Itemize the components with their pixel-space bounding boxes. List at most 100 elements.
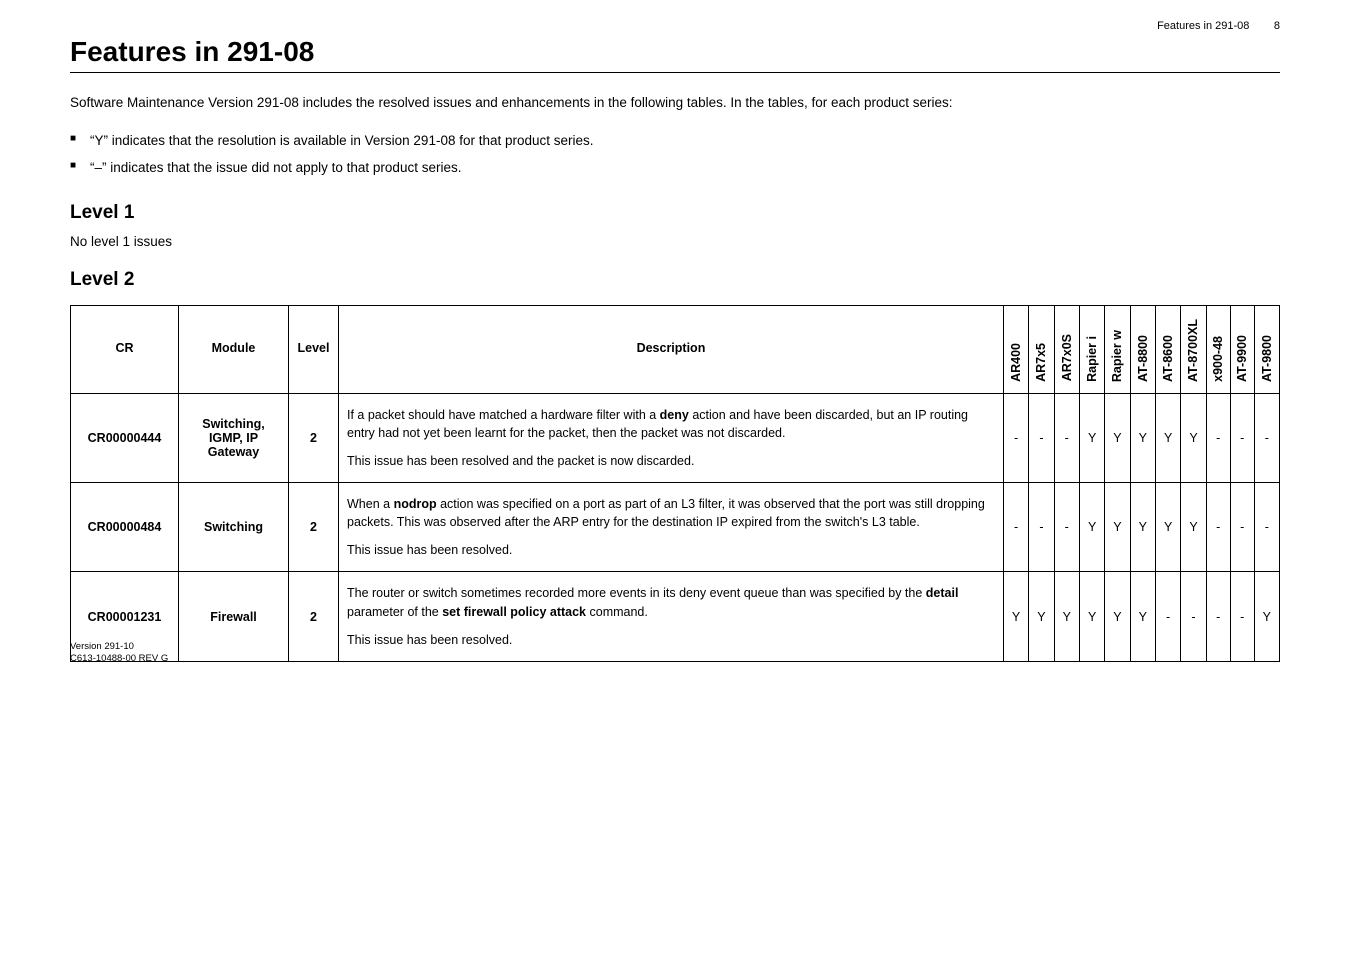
cell-flag: Y [1079,393,1104,482]
cell-flag: - [1230,572,1254,661]
cell-cr: CR00000444 [71,393,179,482]
product-label: Rapier w [1110,328,1124,384]
desc-bold: nodrop [394,497,437,511]
col-header-product: AT-9800 [1254,305,1279,393]
cell-flag: Y [1130,393,1155,482]
product-label: AR7x0S [1060,332,1074,383]
bullet-list: “Y” indicates that the resolution is ava… [70,131,1280,178]
footer-line: Version 291-10 [70,641,168,653]
running-header: Features in 291-08 8 [1157,20,1280,32]
cell-flag: Y [1130,572,1155,661]
product-label: AT-9800 [1260,333,1274,384]
cell-flag: Y [1254,572,1279,661]
desc-bold: detail [926,586,959,600]
page-number: 8 [1274,20,1280,32]
bullet-item: “Y” indicates that the resolution is ava… [70,131,1280,151]
desc-paragraph: The router or switch sometimes recorded … [347,584,995,620]
footer-line: C613-10488-00 REV G [70,653,168,665]
level2-heading: Level 2 [70,269,1280,291]
col-header-product: x900-48 [1206,305,1230,393]
product-label: AT-8700XL [1186,317,1200,384]
cell-flag: Y [1079,483,1104,572]
desc-bold: set firewall policy attack [442,605,586,619]
col-header-product: Rapier w [1105,305,1130,393]
product-label: AT-9900 [1235,333,1249,384]
cell-flag: - [1206,483,1230,572]
desc-text: action was specified on a port as part o… [347,497,985,529]
cell-flag: Y [1029,572,1054,661]
col-header-level: Level [289,305,339,393]
level1-heading: Level 1 [70,202,1280,224]
level1-text: No level 1 issues [70,234,1280,249]
cell-flag: - [1003,393,1028,482]
page-footer: Version 291-10 C613-10488-00 REV G [70,641,168,666]
page-title: Features in 291-08 [70,36,1280,68]
table-row: CR00001231 Firewall 2 The router or swit… [71,572,1280,661]
product-label: AT-8600 [1161,333,1175,384]
cell-description: When a nodrop action was specified on a … [339,483,1004,572]
cell-module: Switching, IGMP, IP Gateway [179,393,289,482]
cell-flag: - [1206,393,1230,482]
cell-flag: - [1254,483,1279,572]
product-label: AR7x5 [1034,341,1048,384]
cell-flag: - [1054,483,1079,572]
desc-text: If a packet should have matched a hardwa… [347,408,660,422]
desc-bold: deny [660,408,689,422]
issues-table: CR Module Level Description AR400 AR7x5 … [70,305,1280,662]
col-header-cr: CR [71,305,179,393]
cell-flag: Y [1105,572,1130,661]
cell-cr: CR00000484 [71,483,179,572]
desc-paragraph: When a nodrop action was specified on a … [347,495,995,531]
cell-flag: Y [1130,483,1155,572]
col-header-module: Module [179,305,289,393]
desc-text: parameter of the [347,605,442,619]
desc-paragraph: This issue has been resolved and the pac… [347,452,995,470]
intro-paragraph: Software Maintenance Version 291-08 incl… [70,93,1280,113]
col-header-product: Rapier i [1079,305,1104,393]
cell-level: 2 [289,572,339,661]
cell-flag: Y [1054,572,1079,661]
table-row: CR00000444 Switching, IGMP, IP Gateway 2… [71,393,1280,482]
col-header-product: AT-8800 [1130,305,1155,393]
cell-flag: Y [1181,393,1206,482]
cell-flag: Y [1003,572,1028,661]
col-header-product: AT-8600 [1155,305,1180,393]
cell-description: If a packet should have matched a hardwa… [339,393,1004,482]
cell-flag: Y [1155,483,1180,572]
title-rule [70,72,1280,73]
cell-flag: - [1155,572,1180,661]
product-label: AR400 [1009,341,1023,384]
cell-description: The router or switch sometimes recorded … [339,572,1004,661]
cell-level: 2 [289,393,339,482]
cell-flag: - [1254,393,1279,482]
col-header-product: AT-9900 [1230,305,1254,393]
cell-module: Switching [179,483,289,572]
cell-flag: - [1029,393,1054,482]
table-row: CR00000484 Switching 2 When a nodrop act… [71,483,1280,572]
cell-flag: Y [1079,572,1104,661]
table-header-row: CR Module Level Description AR400 AR7x5 … [71,305,1280,393]
bullet-item: “–” indicates that the issue did not app… [70,158,1280,178]
cell-flag: - [1029,483,1054,572]
cell-flag: Y [1181,483,1206,572]
desc-text: When a [347,497,394,511]
cell-flag: - [1206,572,1230,661]
cell-module: Firewall [179,572,289,661]
desc-paragraph: This issue has been resolved. [347,631,995,649]
col-header-product: AR7x0S [1054,305,1079,393]
col-header-product: AT-8700XL [1181,305,1206,393]
col-header-description: Description [339,305,1004,393]
cell-level: 2 [289,483,339,572]
product-label: x900-48 [1211,334,1225,384]
col-header-product: AR7x5 [1029,305,1054,393]
desc-text: command. [586,605,648,619]
desc-paragraph: This issue has been resolved. [347,541,995,559]
cell-flag: - [1230,483,1254,572]
cell-flag: Y [1155,393,1180,482]
cell-flag: - [1003,483,1028,572]
running-title: Features in 291-08 [1157,20,1249,32]
product-label: AT-8800 [1136,333,1150,384]
cell-flag: Y [1105,483,1130,572]
desc-text: The router or switch sometimes recorded … [347,586,926,600]
cell-flag: Y [1105,393,1130,482]
